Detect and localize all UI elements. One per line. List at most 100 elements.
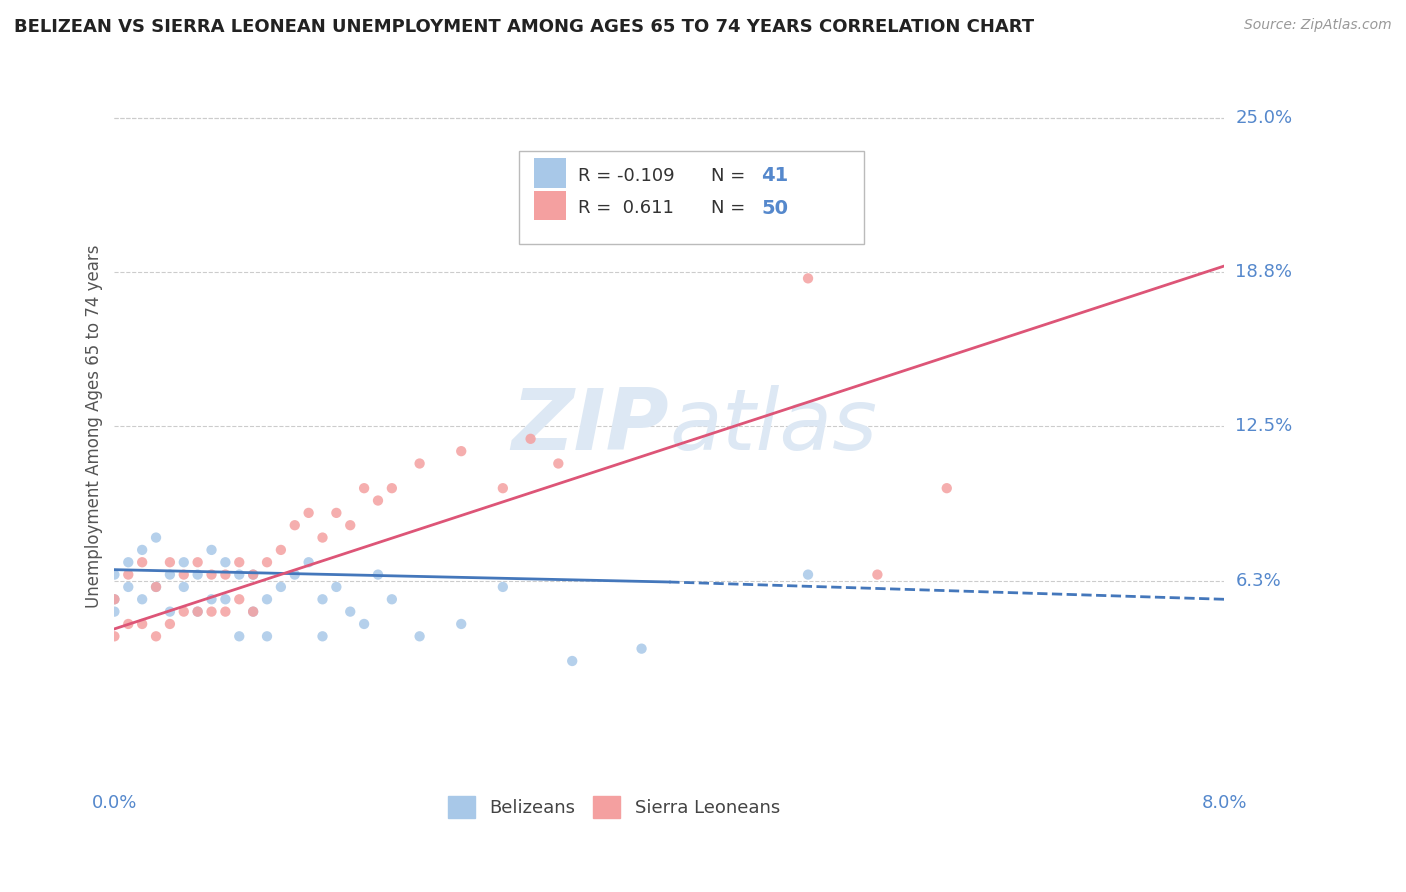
Point: [727, 197, 749, 211]
Point: [519, 432, 541, 446]
Point: [131, 542, 153, 557]
Point: [200, 542, 222, 557]
Point: [450, 444, 472, 458]
Point: [866, 567, 889, 582]
Point: [311, 592, 333, 607]
Point: [381, 481, 404, 495]
FancyBboxPatch shape: [519, 151, 863, 244]
Point: [935, 481, 957, 495]
Point: [187, 555, 209, 569]
Point: [630, 641, 652, 656]
Point: [797, 567, 820, 582]
Point: [200, 567, 222, 582]
Point: [131, 555, 153, 569]
Point: [145, 629, 167, 643]
Point: [131, 592, 153, 607]
Point: [353, 617, 375, 632]
Point: [242, 567, 264, 582]
Point: [561, 654, 583, 668]
Text: 41: 41: [762, 167, 789, 186]
Point: [228, 629, 250, 643]
Point: [173, 567, 195, 582]
Point: [145, 531, 167, 545]
Point: [159, 605, 181, 619]
Point: [256, 555, 278, 569]
Point: [311, 531, 333, 545]
Point: [228, 567, 250, 582]
Point: [284, 567, 307, 582]
Text: 50: 50: [762, 199, 789, 218]
Point: [103, 592, 125, 607]
Point: [492, 481, 515, 495]
Point: [284, 518, 307, 533]
Point: [145, 580, 167, 594]
Point: [145, 580, 167, 594]
Point: [381, 592, 404, 607]
Point: [214, 592, 236, 607]
Point: [173, 580, 195, 594]
Text: 12.5%: 12.5%: [1236, 417, 1292, 435]
Point: [256, 629, 278, 643]
Point: [187, 605, 209, 619]
Point: [311, 629, 333, 643]
Text: 6.3%: 6.3%: [1236, 572, 1281, 590]
Point: [339, 518, 361, 533]
Point: [325, 506, 347, 520]
Point: [173, 555, 195, 569]
Legend: Belizeans, Sierra Leoneans: Belizeans, Sierra Leoneans: [440, 789, 787, 825]
Text: R = -0.109: R = -0.109: [578, 167, 675, 185]
Text: N =: N =: [711, 199, 745, 217]
Point: [367, 567, 389, 582]
Point: [797, 271, 820, 285]
Point: [187, 605, 209, 619]
Point: [103, 629, 125, 643]
Text: N =: N =: [711, 167, 745, 185]
Point: [159, 617, 181, 632]
Text: 25.0%: 25.0%: [1236, 109, 1292, 127]
Point: [298, 506, 321, 520]
Point: [450, 617, 472, 632]
Point: [117, 567, 139, 582]
Text: R =  0.611: R = 0.611: [578, 199, 675, 217]
Point: [214, 555, 236, 569]
Point: [103, 567, 125, 582]
Point: [353, 481, 375, 495]
Point: [159, 567, 181, 582]
Text: atlas: atlas: [669, 385, 877, 468]
Point: [325, 580, 347, 594]
Point: [214, 567, 236, 582]
Point: [339, 605, 361, 619]
Point: [256, 592, 278, 607]
FancyBboxPatch shape: [534, 191, 567, 220]
Point: [131, 617, 153, 632]
Point: [367, 493, 389, 508]
Point: [117, 555, 139, 569]
Point: [408, 629, 430, 643]
Point: [492, 580, 515, 594]
FancyBboxPatch shape: [534, 159, 567, 188]
Text: Source: ZipAtlas.com: Source: ZipAtlas.com: [1244, 18, 1392, 32]
Point: [173, 605, 195, 619]
Point: [270, 542, 292, 557]
Point: [103, 592, 125, 607]
Text: ZIP: ZIP: [512, 385, 669, 468]
Text: 18.8%: 18.8%: [1236, 263, 1292, 281]
Point: [117, 617, 139, 632]
Point: [298, 555, 321, 569]
Point: [228, 592, 250, 607]
Point: [200, 605, 222, 619]
Point: [270, 580, 292, 594]
Point: [242, 567, 264, 582]
Point: [408, 457, 430, 471]
Point: [242, 605, 264, 619]
Point: [547, 457, 569, 471]
Point: [200, 592, 222, 607]
Text: BELIZEAN VS SIERRA LEONEAN UNEMPLOYMENT AMONG AGES 65 TO 74 YEARS CORRELATION CH: BELIZEAN VS SIERRA LEONEAN UNEMPLOYMENT …: [14, 18, 1035, 36]
Point: [159, 555, 181, 569]
Point: [187, 567, 209, 582]
Y-axis label: Unemployment Among Ages 65 to 74 years: Unemployment Among Ages 65 to 74 years: [86, 244, 103, 608]
Point: [228, 555, 250, 569]
Point: [242, 605, 264, 619]
Point: [214, 605, 236, 619]
Point: [103, 605, 125, 619]
